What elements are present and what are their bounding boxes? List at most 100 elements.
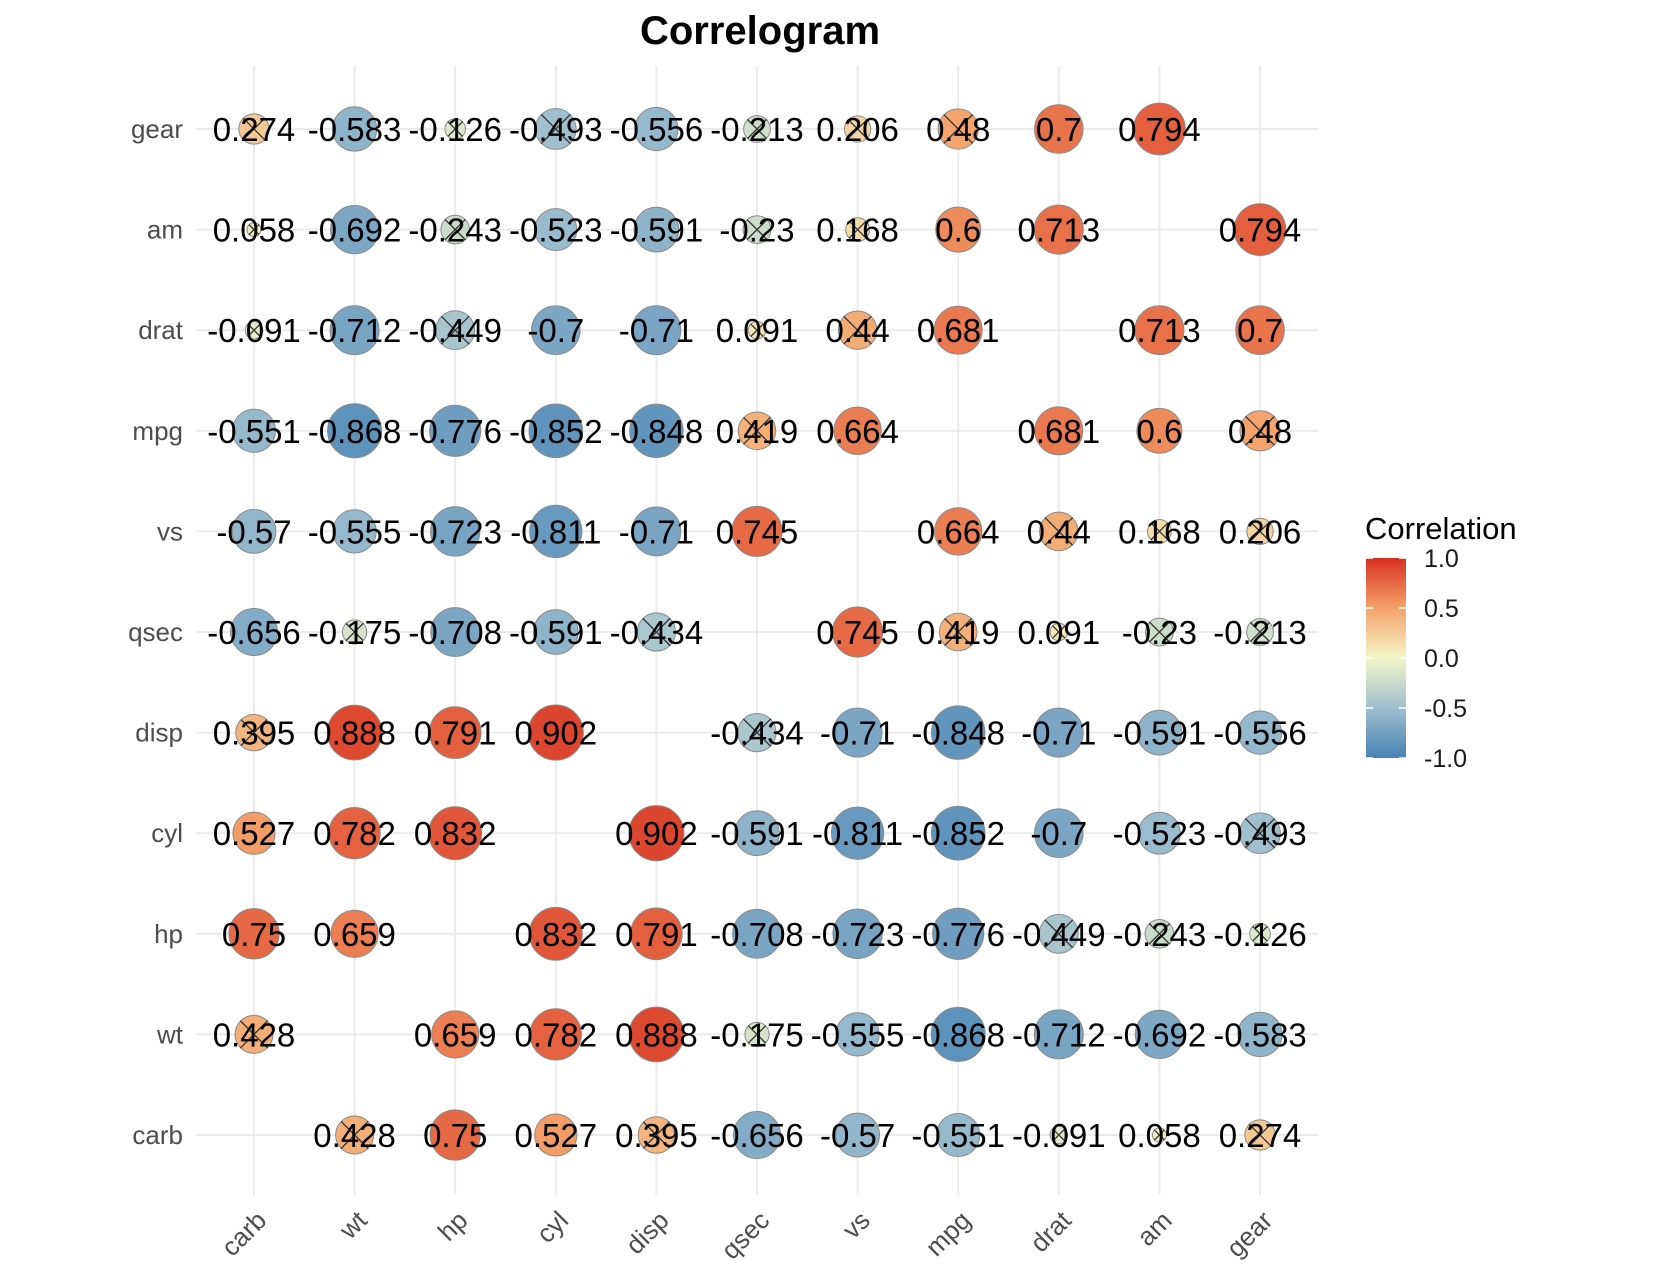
- correlation-cell: 0.058: [1118, 1117, 1201, 1154]
- correlation-cell: 0.44: [1027, 511, 1091, 552]
- correlation-circle: [1237, 1011, 1283, 1058]
- insignificant-cross-mark: [1245, 415, 1275, 446]
- legend-tick-label: 1.0: [1424, 545, 1459, 573]
- y-tick-label: am: [147, 215, 183, 245]
- correlation-cell: 0.428: [313, 1115, 396, 1155]
- correlation-value-label: 0.75: [222, 916, 286, 953]
- correlation-cell: -0.551: [911, 1112, 1005, 1158]
- correlation-circle: [431, 1010, 480, 1059]
- y-tick-label: cyl: [151, 818, 183, 848]
- insignificant-cross-mark: [750, 323, 764, 337]
- correlation-value-label: -0.811: [510, 513, 601, 550]
- x-tick-label: carb: [215, 1205, 272, 1262]
- correlation-cell: 0.428: [213, 1014, 295, 1054]
- correlation-value-label: -0.848: [610, 413, 704, 450]
- correlation-circle: [327, 403, 383, 459]
- correlation-cell: -0.848: [610, 403, 704, 459]
- correlation-value-label: -0.434: [610, 614, 704, 651]
- legend-title: Correlation: [1365, 511, 1517, 546]
- correlation-circle: [629, 403, 684, 459]
- correlation-value-label: 0.782: [313, 815, 396, 852]
- correlation-cell: 0.832: [515, 906, 597, 961]
- correlation-cell: -0.449: [408, 310, 502, 351]
- correlation-circle: [528, 403, 584, 459]
- correlation-cell: -0.692: [1113, 1009, 1206, 1060]
- correlation-value-label: -0.591: [710, 815, 804, 852]
- correlation-circle: [328, 807, 381, 860]
- correlation-value-label: -0.449: [1012, 916, 1106, 953]
- correlation-circle: [534, 1113, 578, 1157]
- correlation-circle: [830, 806, 885, 860]
- correlation-value-label: 0.091: [716, 312, 799, 349]
- x-tick-label: am: [1131, 1205, 1178, 1252]
- correlation-value-label: -0.71: [619, 312, 694, 349]
- correlation-cell: -0.7: [527, 305, 584, 355]
- correlation-value-label: -0.213: [710, 111, 804, 148]
- correlation-circle: [430, 506, 481, 557]
- correlation-value-label: -0.776: [911, 916, 1005, 953]
- correlation-value-label: -0.555: [308, 513, 402, 550]
- correlation-circle: [534, 208, 578, 252]
- correlation-value-label: 0.794: [1219, 212, 1302, 249]
- correlation-value-label: 0.419: [716, 413, 799, 450]
- correlation-cell: 0.527: [515, 1113, 597, 1157]
- insignificant-cross-mark: [743, 416, 771, 445]
- correlation-value-label: -0.71: [1021, 715, 1096, 752]
- correlation-cell: 0.664: [917, 507, 999, 556]
- correlation-value-label: 0.745: [716, 513, 799, 550]
- legend-tick-label: -0.5: [1424, 695, 1467, 723]
- correlation-cell: -0.493: [509, 108, 603, 150]
- legend-ticks: 1.0 0.5 0.0 -0.5 -1.0: [1366, 545, 1467, 773]
- y-axis-tick-labels: gear am drat mpg vs qsec disp cyl hp wt carb: [128, 114, 184, 1150]
- correlation-cell: -0.126: [408, 111, 502, 148]
- insignificant-cross-mark: [440, 315, 470, 345]
- correlation-value-label: -0.556: [610, 111, 704, 148]
- correlation-value-label: 0.681: [917, 312, 1000, 349]
- correlation-cell: -0.583: [308, 106, 401, 152]
- correlation-cell: -0.493: [1213, 812, 1307, 855]
- correlation-value-label: -0.493: [509, 111, 603, 148]
- x-tick-label: vs: [836, 1205, 876, 1245]
- correlation-circle: [1133, 102, 1186, 156]
- correlation-value-label: -0.868: [308, 413, 402, 450]
- correlation-value-label: 0.888: [615, 1016, 698, 1053]
- correlation-circle: [528, 906, 583, 961]
- correlation-circle: [631, 305, 682, 356]
- correlation-value-label: 0.7: [1036, 111, 1082, 148]
- insignificant-cross-mark: [340, 1120, 369, 1150]
- correlation-circle: [634, 106, 679, 152]
- correlation-cell: 0.7: [1034, 104, 1084, 154]
- correlation-cell: -0.712: [308, 305, 402, 356]
- correlation-value-label: -0.708: [710, 916, 804, 953]
- correlation-circle: [731, 505, 783, 557]
- correlation-circle: [930, 1006, 986, 1062]
- correlation-value-label: 0.681: [1018, 413, 1101, 450]
- correlation-value-label: 0.058: [1118, 1117, 1201, 1154]
- correlation-cell: 0.6: [1136, 407, 1183, 454]
- correlation-value-label: -0.868: [911, 1016, 1005, 1053]
- y-tick-label: vs: [157, 516, 183, 546]
- correlation-cell: -0.708: [408, 607, 502, 657]
- correlation-cell: 0.091: [1018, 614, 1101, 651]
- correlation-cell: -0.811: [812, 806, 903, 860]
- correlation-value-label: 0.888: [313, 715, 396, 752]
- legend-tick-label: -1.0: [1424, 745, 1467, 773]
- correlation-value-label: 0.713: [1018, 212, 1101, 249]
- insignificant-cross-mark: [444, 218, 466, 241]
- correlation-value-label: -0.243: [408, 212, 502, 249]
- correlation-value-label: 0.791: [414, 715, 497, 752]
- x-tick-label: disp: [620, 1205, 675, 1260]
- x-tick-label: gear: [1220, 1205, 1278, 1263]
- correlation-cell: -0.449: [1012, 913, 1106, 954]
- correlation-value-label: -0.712: [308, 312, 402, 349]
- correlation-circle: [232, 811, 276, 855]
- correlation-circle: [326, 704, 383, 761]
- correlation-cell: 0.681: [1018, 406, 1101, 456]
- correlation-cell: 0.902: [615, 805, 698, 862]
- correlation-circle: [1136, 709, 1183, 756]
- correlation-value-label: 0.832: [414, 815, 497, 852]
- correlation-circle: [428, 806, 483, 861]
- correlation-value-label: 0.395: [615, 1117, 698, 1154]
- correlation-cell: 0.274: [213, 111, 296, 148]
- correlation-cell: -0.243: [408, 212, 502, 249]
